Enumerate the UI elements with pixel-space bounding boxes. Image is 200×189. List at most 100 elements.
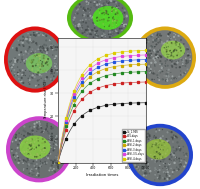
Point <box>141 64 144 67</box>
Point <box>134 149 137 152</box>
Point <box>160 65 163 68</box>
Point <box>100 8 103 11</box>
Point <box>105 10 108 13</box>
Point <box>99 19 102 22</box>
Point <box>167 168 170 171</box>
Point <box>38 70 41 73</box>
Point <box>164 60 167 63</box>
Point <box>92 21 95 24</box>
Point <box>91 16 95 19</box>
Point <box>102 20 105 23</box>
Point <box>171 43 174 46</box>
Point <box>19 39 22 42</box>
Point <box>152 151 156 154</box>
Point <box>180 163 183 167</box>
Point <box>125 14 128 17</box>
Point <box>36 136 39 139</box>
Point <box>107 16 110 19</box>
Point <box>39 59 42 62</box>
Point <box>162 170 165 174</box>
Point <box>38 44 41 47</box>
Point <box>54 65 57 68</box>
Point <box>105 9 109 12</box>
Point <box>147 50 150 53</box>
Point <box>153 155 157 158</box>
Point <box>145 172 148 175</box>
Point <box>177 45 180 48</box>
Point <box>23 150 26 153</box>
Point <box>179 70 182 73</box>
Point <box>155 39 158 42</box>
Point <box>157 143 161 146</box>
Point <box>104 35 107 38</box>
Point <box>27 65 31 68</box>
Point <box>154 150 157 153</box>
Point <box>158 147 161 150</box>
Point <box>83 13 86 16</box>
Point <box>56 70 59 73</box>
Point <box>42 64 45 67</box>
Point <box>30 61 33 64</box>
Point <box>18 68 21 71</box>
Point <box>21 74 24 77</box>
Point <box>172 40 176 43</box>
Point <box>171 136 174 139</box>
Point <box>165 53 169 56</box>
Point <box>36 153 39 156</box>
Point <box>22 71 25 74</box>
Point <box>163 176 166 179</box>
Point <box>150 44 153 47</box>
Point <box>42 83 45 86</box>
Point <box>39 154 42 157</box>
Point <box>168 31 172 34</box>
Point <box>86 15 89 18</box>
Point <box>170 131 173 134</box>
Point <box>154 155 157 158</box>
Point <box>12 57 15 60</box>
Point <box>63 154 66 157</box>
Point <box>56 156 59 159</box>
Point <box>170 54 173 57</box>
Point <box>54 57 57 60</box>
Point <box>140 167 143 170</box>
Point <box>150 44 153 47</box>
Point <box>161 157 164 160</box>
Point <box>155 32 158 35</box>
Point <box>167 33 170 36</box>
Point <box>107 20 110 23</box>
Point <box>165 50 168 53</box>
Point <box>37 139 40 142</box>
Point <box>100 36 103 39</box>
Point <box>10 66 13 69</box>
Point <box>44 155 47 158</box>
Point <box>172 154 175 157</box>
Point <box>18 53 21 56</box>
Point <box>36 54 40 57</box>
Point <box>98 12 101 15</box>
Y-axis label: Temperature rise (°C): Temperature rise (°C) <box>44 81 48 119</box>
Point <box>155 143 158 146</box>
Point <box>42 70 46 73</box>
Point <box>171 51 174 54</box>
Point <box>48 134 51 137</box>
Point <box>179 163 182 166</box>
Point <box>35 146 38 149</box>
Point <box>161 135 164 138</box>
Point <box>179 38 183 41</box>
Point <box>155 146 158 149</box>
Point <box>33 164 36 167</box>
Point <box>164 152 168 155</box>
Point <box>12 64 15 67</box>
Point <box>40 162 43 165</box>
Point <box>156 147 159 150</box>
Point <box>31 74 34 77</box>
Point <box>162 152 166 155</box>
Point <box>184 155 188 158</box>
Point <box>60 157 63 160</box>
Point <box>109 15 113 18</box>
Point <box>156 57 159 60</box>
Point <box>163 145 166 148</box>
Point <box>25 141 28 144</box>
Point <box>141 54 144 57</box>
Point <box>170 159 173 162</box>
